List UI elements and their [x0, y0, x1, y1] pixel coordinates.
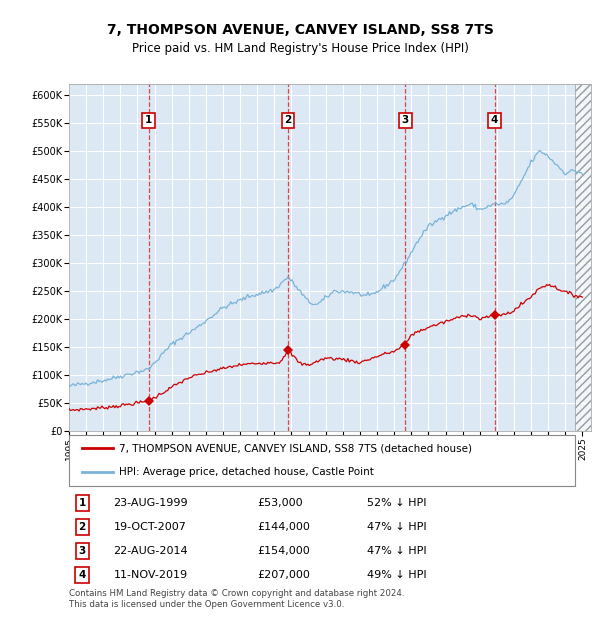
Text: 2: 2 — [79, 522, 86, 532]
Text: Price paid vs. HM Land Registry's House Price Index (HPI): Price paid vs. HM Land Registry's House … — [131, 42, 469, 55]
Text: 4: 4 — [491, 115, 499, 125]
Text: 52% ↓ HPI: 52% ↓ HPI — [367, 498, 426, 508]
Text: 11-NOV-2019: 11-NOV-2019 — [113, 570, 187, 580]
Text: HPI: Average price, detached house, Castle Point: HPI: Average price, detached house, Cast… — [119, 467, 373, 477]
Bar — [575, 84, 591, 431]
FancyBboxPatch shape — [69, 435, 575, 485]
Text: 49% ↓ HPI: 49% ↓ HPI — [367, 570, 426, 580]
Text: 23-AUG-1999: 23-AUG-1999 — [113, 498, 188, 508]
Text: 7, THOMPSON AVENUE, CANVEY ISLAND, SS8 7TS (detached house): 7, THOMPSON AVENUE, CANVEY ISLAND, SS8 7… — [119, 443, 472, 453]
Text: 4: 4 — [79, 570, 86, 580]
Text: 47% ↓ HPI: 47% ↓ HPI — [367, 522, 426, 532]
Text: 22-AUG-2014: 22-AUG-2014 — [113, 546, 188, 556]
Text: 47% ↓ HPI: 47% ↓ HPI — [367, 546, 426, 556]
Bar — [575, 84, 591, 431]
Text: 3: 3 — [401, 115, 409, 125]
Text: 19-OCT-2007: 19-OCT-2007 — [113, 522, 186, 532]
Text: Contains HM Land Registry data © Crown copyright and database right 2024.
This d: Contains HM Land Registry data © Crown c… — [69, 590, 404, 609]
Text: £53,000: £53,000 — [257, 498, 302, 508]
Text: 7, THOMPSON AVENUE, CANVEY ISLAND, SS8 7TS: 7, THOMPSON AVENUE, CANVEY ISLAND, SS8 7… — [107, 23, 493, 37]
Text: 1: 1 — [145, 115, 152, 125]
Text: £207,000: £207,000 — [257, 570, 310, 580]
Text: 1: 1 — [79, 498, 86, 508]
Text: 2: 2 — [284, 115, 292, 125]
Text: £154,000: £154,000 — [257, 546, 310, 556]
Text: 3: 3 — [79, 546, 86, 556]
Text: £144,000: £144,000 — [257, 522, 310, 532]
